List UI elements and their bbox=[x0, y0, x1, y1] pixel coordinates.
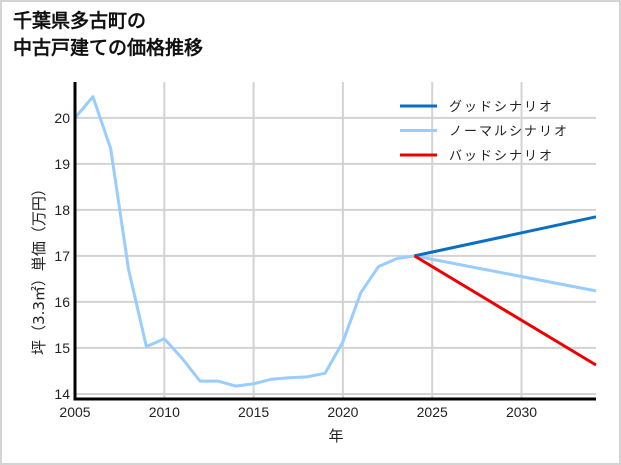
legend-label: グッドシナリオ bbox=[449, 100, 554, 115]
x-tick-labels: 2005 2010 2015 2020 2025 2030 bbox=[59, 404, 537, 420]
chart-title-line-1: 千葉県多古町の bbox=[13, 10, 147, 32]
x-tick-label: 2025 bbox=[417, 404, 448, 420]
x-axis-label: 年 bbox=[328, 427, 343, 445]
x-tick-label: 2005 bbox=[59, 404, 90, 420]
y-tick-label: 20 bbox=[54, 110, 70, 126]
legend-label: バッドシナリオ bbox=[449, 149, 554, 164]
y-tick-label: 16 bbox=[54, 294, 70, 310]
x-tick-label: 2010 bbox=[149, 404, 180, 420]
chart-title-line-2: 中古戸建ての価格推移 bbox=[13, 37, 204, 59]
x-tick-label: 2020 bbox=[327, 404, 358, 420]
data-series bbox=[73, 95, 597, 388]
x-tick-label: 2030 bbox=[506, 404, 537, 420]
series-line-1 bbox=[73, 95, 597, 388]
chart-title: 千葉県多古町の 中古戸建ての価格推移 bbox=[13, 8, 203, 62]
axes bbox=[73, 82, 596, 401]
y-tick-label: 17 bbox=[54, 248, 70, 264]
legend-label: ノーマルシナリオ bbox=[449, 125, 569, 140]
y-tick-label: 14 bbox=[54, 386, 70, 402]
y-tick-labels: 14 15 16 17 18 19 20 bbox=[54, 110, 70, 402]
x-tick-label: 2015 bbox=[238, 404, 269, 420]
grid-lines bbox=[75, 82, 596, 399]
series-line-0 bbox=[414, 215, 597, 258]
y-tick-label: 15 bbox=[54, 340, 70, 356]
series-line-2 bbox=[413, 254, 597, 367]
y-axis-label: 坪（3.3㎡）単価（万円） bbox=[30, 181, 48, 355]
y-tick-label: 18 bbox=[54, 202, 70, 218]
y-tick-label: 19 bbox=[54, 156, 70, 172]
